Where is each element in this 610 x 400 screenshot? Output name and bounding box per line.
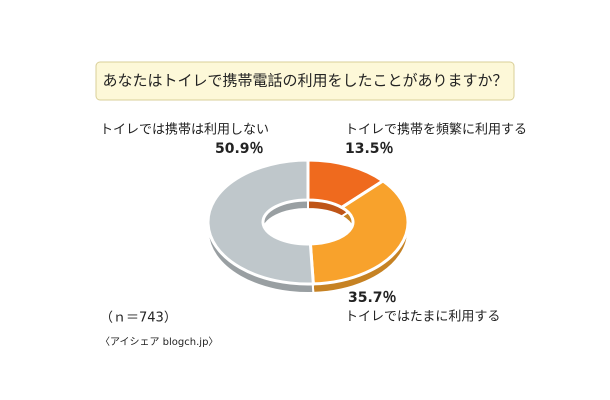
slice-label: トイレでは携帯は利用しない — [100, 122, 269, 138]
chart-title: あなたはトイレで携帯電話の利用をしたことがありますか？ — [102, 72, 507, 90]
slice — [308, 179, 410, 286]
value-label: 50.9％ — [215, 141, 264, 157]
slice-label: トイレではたまに利用する — [345, 310, 500, 325]
slice — [206, 158, 315, 286]
source: 〈アイシェア blogch.jp〉 — [100, 336, 218, 348]
note: （ｎ＝743） — [100, 311, 177, 326]
title-box — [95, 61, 515, 101]
value-label: 35.7％ — [348, 290, 397, 306]
slice-label: トイレで携帯を頻繁に利用する — [345, 122, 527, 138]
value-label: 13.5％ — [345, 141, 394, 157]
